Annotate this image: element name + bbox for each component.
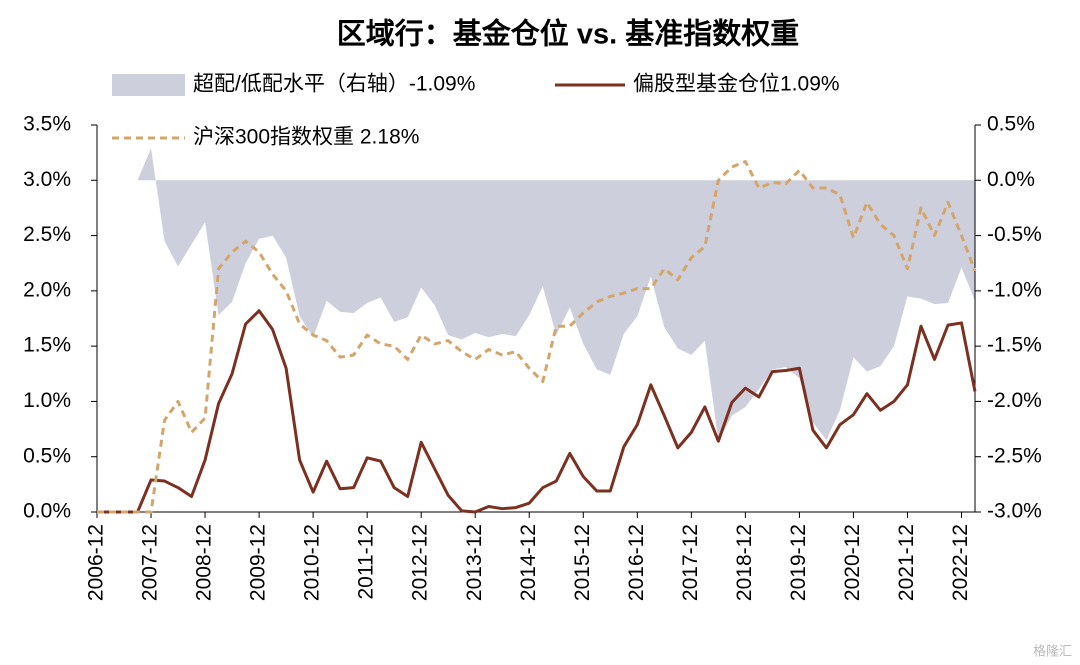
x-tick-label: 2008-12 <box>193 524 216 601</box>
x-tick-label: 2016-12 <box>625 524 648 601</box>
x-tick-label: 2021-12 <box>895 524 918 601</box>
legend-label: 偏股型基金仓位1.09% <box>633 73 840 96</box>
y2-tick-label: -2.0% <box>987 389 1042 412</box>
legend-label: 超配/低配水平（右轴）-1.09% <box>193 73 475 96</box>
line <box>97 159 977 514</box>
y-tick-label: 3.0% <box>23 168 71 191</box>
y2-tick-label: -2.5% <box>987 444 1042 467</box>
line <box>97 309 977 514</box>
x-tick-label: 2018-12 <box>733 524 756 601</box>
x-tick-label: 2014-12 <box>517 524 540 601</box>
x-tick-label: 2010-12 <box>301 524 324 601</box>
y2-tick-label: 0.5% <box>987 113 1035 136</box>
y-tick-label: 2.5% <box>23 223 71 246</box>
plot-area: 0.0% 0.5% 1.0% 1.5% 2.0% 2.5% 3.0% 3.5% -3.0% -2.… <box>23 113 1042 602</box>
y-tick-label: 0.5% <box>23 444 71 467</box>
y-tick-label: 3.5% <box>23 113 71 136</box>
y-tick-label: 0.0% <box>23 500 71 523</box>
y2-tick-label: -1.0% <box>987 278 1042 301</box>
area <box>97 148 975 442</box>
chart-title: 区域行：基金仓位 vs. 基准指数权重 <box>337 17 799 51</box>
y2-tick-label: -1.5% <box>987 334 1042 357</box>
legend-label: 沪深300指数权重 2.18% <box>193 126 419 149</box>
x-tick-label: 2017-12 <box>679 524 702 601</box>
y-tick-label: 2.0% <box>23 278 71 301</box>
x-tick-label: 2022-12 <box>949 524 972 601</box>
x-tick-label: 2006-12 <box>85 524 108 601</box>
watermark: 格隆汇 <box>1033 643 1072 658</box>
x-tick-label: 2015-12 <box>571 524 594 601</box>
x-tick-label: 2012-12 <box>409 524 432 601</box>
y-tick-label: 1.5% <box>23 334 71 357</box>
y-tick-label: 1.0% <box>23 389 71 412</box>
x-tick-label: 2009-12 <box>247 524 270 601</box>
x-tick-label: 2019-12 <box>787 524 810 601</box>
y2-tick-label: -3.0% <box>987 500 1042 523</box>
x-tick-label: 2013-12 <box>463 524 486 601</box>
x-tick-label: 2011-12 <box>355 524 378 600</box>
legend-swatch <box>112 74 185 96</box>
y2-tick-label: -0.5% <box>987 223 1042 246</box>
x-tick-label: 2007-12 <box>139 524 162 601</box>
y2-tick-label: 0.0% <box>987 168 1035 191</box>
x-tick-label: 2020-12 <box>841 524 864 601</box>
